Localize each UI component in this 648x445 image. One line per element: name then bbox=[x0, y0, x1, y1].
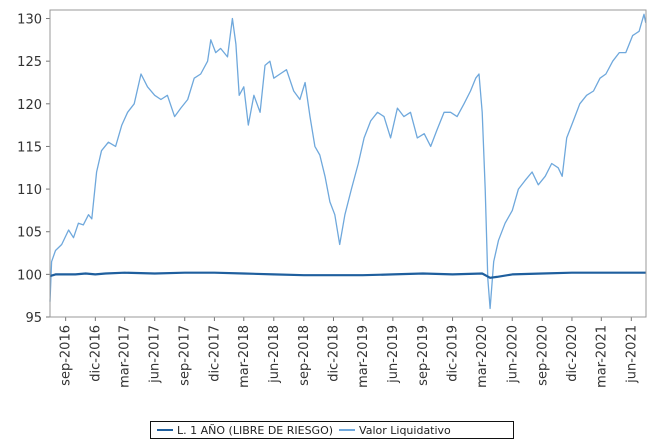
legend-swatch-nav bbox=[339, 429, 356, 431]
x-tick-label: sep-2016 bbox=[59, 325, 74, 386]
x-axis: sep-2016 dic-2016 mar-2017 jun-2017 sep-2017… bbox=[59, 317, 639, 388]
x-tick-label: sep-2020 bbox=[535, 325, 550, 386]
x-tick-label: jun-2018 bbox=[267, 325, 282, 384]
x-tick-label: mar-2021 bbox=[594, 325, 609, 388]
x-tick-label: dic-2020 bbox=[565, 325, 580, 382]
legend-item-nav: Valor Liquidativo bbox=[339, 424, 451, 437]
legend-swatch-risk-free bbox=[157, 429, 173, 431]
y-tick-label: 95 bbox=[25, 311, 42, 326]
plot-frame bbox=[49, 9, 647, 318]
legend: L. 1 AÑO (LIBRE DE RIESGO) Valor Liquida… bbox=[150, 421, 514, 439]
x-tick-label: dic-2018 bbox=[326, 325, 341, 382]
x-tick-label: mar-2020 bbox=[475, 325, 490, 388]
y-tick-label: 105 bbox=[17, 226, 42, 241]
x-tick-label: sep-2017 bbox=[178, 325, 193, 386]
y-tick-label: 120 bbox=[17, 98, 42, 113]
x-tick-label: mar-2017 bbox=[118, 325, 133, 388]
y-tick-label: 100 bbox=[17, 268, 42, 283]
x-tick-label: jun-2019 bbox=[386, 325, 401, 384]
x-tick-label: mar-2018 bbox=[237, 325, 252, 388]
series-line-risk-free bbox=[49, 271, 646, 279]
x-tick-label: dic-2016 bbox=[88, 325, 103, 382]
legend-label-risk-free: L. 1 AÑO (LIBRE DE RIESGO) bbox=[177, 423, 334, 437]
y-tick-label: 130 bbox=[17, 13, 42, 28]
x-tick-label: sep-2018 bbox=[297, 325, 312, 386]
y-tick-label: 125 bbox=[17, 55, 42, 70]
x-tick-label: dic-2017 bbox=[207, 325, 222, 382]
x-tick-label: jun-2017 bbox=[148, 325, 163, 384]
legend-label-nav: Valor Liquidativo bbox=[359, 423, 451, 437]
y-tick-label: 110 bbox=[17, 183, 42, 198]
x-tick-label: mar-2019 bbox=[356, 325, 371, 388]
x-tick-label: sep-2019 bbox=[416, 325, 431, 386]
series-layer bbox=[49, 13, 647, 310]
y-axis: 95 100 105 110 115 120 125 130 bbox=[17, 13, 50, 326]
legend-item-risk-free: L. 1 AÑO (LIBRE DE RIESGO) bbox=[157, 424, 333, 437]
x-tick-label: jun-2020 bbox=[505, 325, 520, 384]
x-tick-label: dic-2019 bbox=[446, 325, 461, 382]
y-tick-label: 115 bbox=[17, 140, 42, 155]
x-tick-label: jun-2021 bbox=[624, 325, 639, 384]
series-line-nav bbox=[49, 13, 647, 310]
